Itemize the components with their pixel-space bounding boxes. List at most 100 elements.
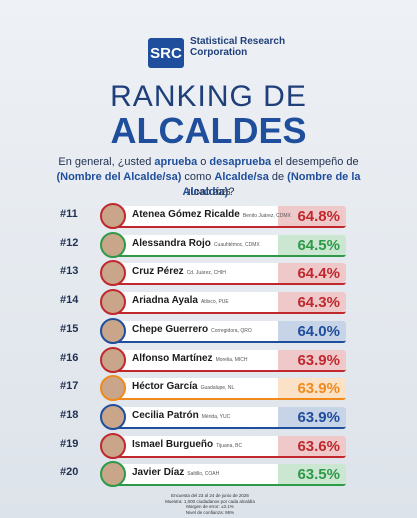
row: #15 64.0% Chepe Guerrero Corregidora, QRO	[60, 317, 360, 344]
location: Cd. Juárez, CHIH	[186, 270, 226, 277]
location: Mérida, YUC	[201, 413, 231, 420]
question-part: (Nombre de la Alcaldía)	[182, 171, 361, 198]
location: Saltillo, COAH	[187, 471, 220, 478]
rank: #20	[60, 466, 79, 479]
location: Cuauhtémoc, CDMX	[213, 241, 260, 248]
rank: #18	[60, 408, 79, 421]
rank: #15	[60, 322, 79, 335]
percentage: 64.0%	[297, 322, 340, 340]
location: Atlixco, PUE	[200, 299, 229, 306]
photo	[100, 260, 126, 287]
bar: 63.9%	[106, 406, 346, 429]
name: Chepe Guerrero Corregidora, QRO	[132, 324, 252, 335]
rank: #17	[60, 380, 79, 393]
mayor-name: Chepe Guerrero	[132, 323, 209, 335]
percentage: 63.9%	[297, 408, 340, 426]
row: #17 63.9% Héctor García Guadalupe, NL	[60, 375, 360, 402]
rank: #13	[60, 265, 79, 278]
question-part: ?	[228, 186, 235, 198]
bar: 64.8%	[106, 206, 346, 228]
mayor-name: Ismael Burgueño	[132, 438, 214, 450]
mayor-name: Atenea Gómez Ricalde	[132, 209, 240, 220]
percentage: 64.8%	[297, 208, 340, 225]
question-part: de	[268, 171, 288, 183]
footer: Encuesta del 23 al 24 de junio de 2026 Mu…	[60, 493, 360, 515]
mayor-name: Javier Díaz	[132, 467, 185, 479]
bar: 64.3%	[106, 292, 346, 315]
name: Cruz Pérez Cd. Juárez, CHIH	[132, 266, 226, 277]
mayor-name: Alfonso Martínez	[132, 352, 213, 364]
rank: #14	[60, 294, 79, 307]
photo	[100, 231, 126, 258]
location: Morelia, MICH	[215, 356, 248, 363]
mayor-name: Héctor García	[132, 381, 198, 393]
location: Tijuana, BC	[216, 442, 243, 449]
row: #16 63.9% Alfonso Martínez Morelia, MICH	[60, 346, 360, 373]
value-box	[278, 435, 346, 456]
photo	[100, 289, 126, 316]
row: #19 63.6% Ismael Burgueño Tijuana, BC	[60, 432, 360, 459]
bar: 64.5%	[106, 234, 346, 257]
row: #13 64.4% Cruz Pérez Cd. Juárez, CHIH	[60, 260, 360, 287]
question-part: Alcalde/sa	[214, 171, 269, 183]
name: Alessandra Rojo Cuauhtémoc, CDMX	[132, 238, 260, 249]
photo	[100, 317, 126, 344]
name: Héctor García Guadalupe, NL	[132, 381, 234, 392]
mayor-name: Cruz Pérez	[132, 266, 184, 278]
photo	[100, 375, 126, 402]
value-box	[278, 206, 346, 226]
percentage: 64.4%	[297, 265, 340, 283]
row: #20 63.5% Javier Díaz Saltillo, COAH	[60, 461, 360, 488]
value-box	[278, 378, 346, 399]
location: Guadalupe, NL	[200, 385, 235, 392]
row: #18 63.9% Cecilia Patrón Mérida, YUC	[60, 403, 360, 430]
name: Ismael Burgueño Tijuana, BC	[132, 439, 242, 450]
bar: 63.9%	[106, 378, 346, 401]
question-part: el desempeño de	[271, 156, 359, 168]
rank: #19	[60, 437, 79, 450]
bar: 63.6%	[106, 435, 346, 458]
percentage: 64.3%	[297, 294, 340, 312]
location: Benito Juárez, CDMX	[242, 213, 291, 219]
bar: 63.9%	[106, 349, 346, 372]
location: Corregidora, QRO	[211, 327, 252, 334]
rank: #16	[60, 351, 79, 364]
footer-line: Margen de error: ±3.1%	[186, 504, 234, 509]
percentage: 63.5%	[297, 466, 340, 484]
row: #14 64.3% Ariadna Ayala Atlixco, PUE	[60, 289, 360, 316]
value-box	[278, 464, 346, 485]
value-box	[278, 349, 346, 370]
bar: 63.5%	[106, 464, 346, 487]
value-box	[278, 234, 346, 255]
question: En general, ¿usted aprueba o desaprueba …	[40, 155, 377, 200]
photo	[100, 346, 126, 373]
mayor-name: Alessandra Rojo	[132, 237, 211, 249]
photo	[100, 203, 126, 229]
photo	[100, 461, 126, 488]
question-part: aprueba	[154, 156, 198, 168]
name: Ariadna Ayala Atlixco, PUE	[132, 295, 229, 306]
question-part: como	[181, 171, 215, 183]
mayor-name: Cecilia Patrón	[132, 409, 199, 421]
name: Javier Díaz Saltillo, COAH	[132, 467, 219, 478]
logo: SRC	[148, 38, 184, 68]
mayor-name: Ariadna Ayala	[132, 295, 198, 307]
company-name: Statistical Research Corporation	[190, 36, 286, 58]
name: Atenea Gómez Ricalde Benito Juárez, CDMX	[132, 209, 291, 220]
question-part: desaprueba	[209, 156, 272, 168]
percentage: 63.6%	[297, 437, 340, 455]
value-box	[278, 320, 346, 341]
footer-line: Encuesta del 23 al 24 de junio de 2026	[171, 493, 249, 498]
value-box	[278, 406, 346, 427]
percentage: 63.9%	[297, 380, 340, 398]
name: Cecilia Patrón Mérida, YUC	[132, 410, 230, 421]
rank: #12	[60, 236, 79, 249]
bar: 64.0%	[106, 320, 346, 343]
footer-line: Nivel de confianza: 95%	[185, 509, 235, 515]
title: ALCALDES	[110, 110, 307, 151]
photo	[100, 432, 126, 459]
row: #12 64.5% Alessandra Rojo Cuauhtémoc, CDMX	[60, 231, 360, 258]
question-part: (Nombre del Alcalde/sa)	[56, 171, 182, 183]
name: Alfonso Martínez Morelia, MICH	[132, 353, 248, 364]
